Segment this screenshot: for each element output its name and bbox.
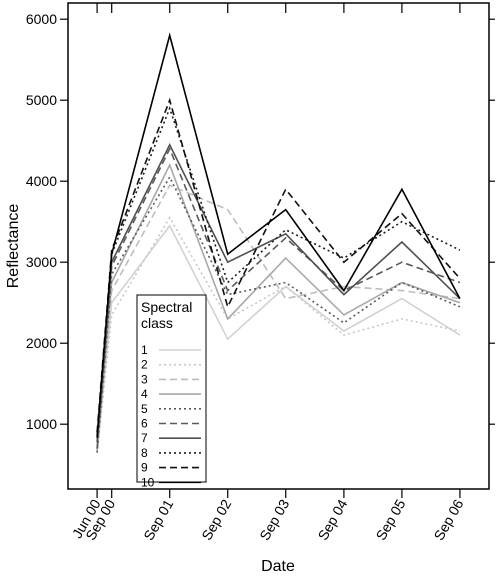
- series-line-1: [96, 224, 461, 453]
- y-tick-label: 4000: [26, 173, 57, 189]
- legend-title-line2: class: [141, 315, 173, 331]
- series-line-9: [96, 97, 461, 433]
- legend-label: 1: [141, 343, 148, 357]
- y-tick-label: 5000: [26, 92, 57, 108]
- legend-label: 4: [141, 387, 148, 401]
- legend-label: 6: [141, 417, 148, 431]
- x-axis-title: Date: [261, 558, 295, 575]
- series-line-6: [96, 146, 461, 449]
- y-axis-title: Reflectance: [5, 204, 22, 289]
- series-line-4: [96, 162, 461, 451]
- legend-label: 7: [141, 431, 148, 445]
- y-tick-label: 1000: [26, 416, 57, 432]
- x-tick-label: Sep 02: [198, 496, 234, 543]
- y-tick-label: 6000: [26, 11, 57, 27]
- series-line-2: [96, 216, 461, 453]
- legend-label: 10: [141, 475, 155, 489]
- y-tick-label: 3000: [26, 254, 57, 270]
- legend-title-line1: Spectral: [141, 299, 192, 315]
- legend-label: 9: [141, 461, 148, 475]
- x-tick-label: Sep 04: [314, 496, 350, 543]
- series-lines: [96, 32, 461, 453]
- legend-label: 5: [141, 402, 148, 416]
- y-tick-label: 2000: [26, 335, 57, 351]
- x-tick-label: Sep 03: [256, 496, 292, 543]
- legend-label: 3: [141, 372, 148, 386]
- plot-frame: [67, 2, 490, 490]
- legend-label: 8: [141, 446, 148, 460]
- series-line-10: [96, 32, 461, 437]
- top-axis-ticks: [96, 3, 461, 13]
- x-tick-label: Sep 06: [430, 496, 466, 543]
- series-line-8: [96, 105, 461, 439]
- x-tick-label: Sep 01: [140, 496, 176, 543]
- y-axis-ticks: 1000 2000 3000 4000 5000 6000: [26, 11, 495, 432]
- legend-label: 2: [141, 358, 148, 372]
- series-line-7: [96, 142, 461, 443]
- legend-box: [136, 294, 207, 483]
- x-tick-label: Sep 05: [372, 496, 408, 543]
